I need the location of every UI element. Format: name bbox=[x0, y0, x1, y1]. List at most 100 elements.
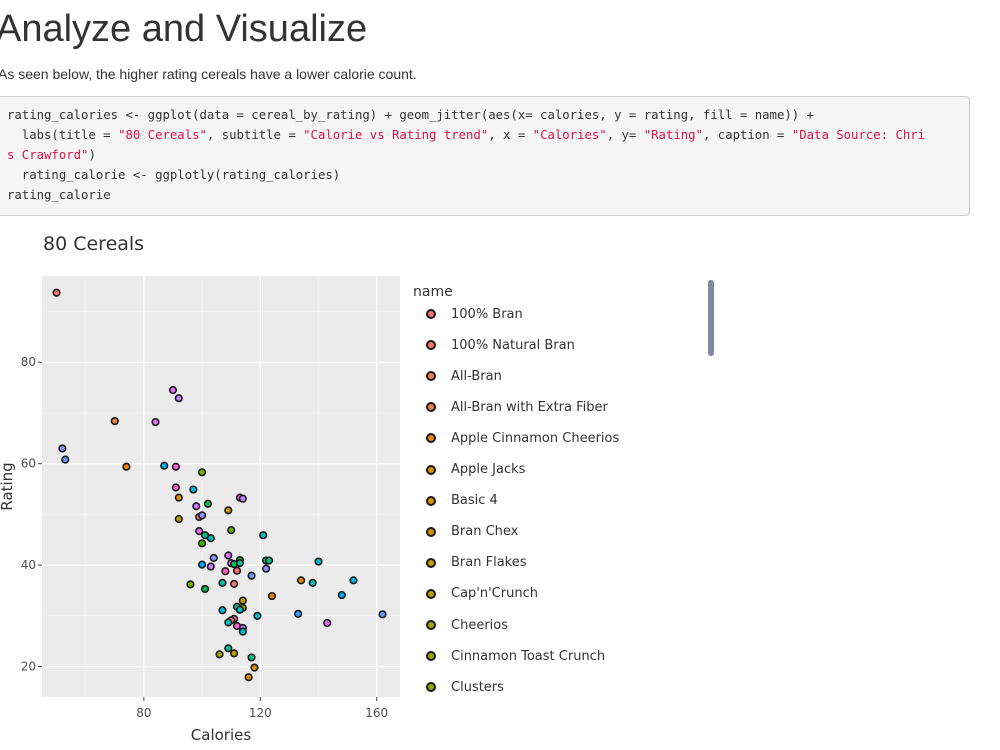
legend-label: Bran Chex bbox=[451, 524, 519, 540]
y-tick-label: 60 bbox=[21, 457, 36, 471]
legend-item[interactable]: Clusters bbox=[426, 677, 504, 697]
scatter-point bbox=[151, 417, 160, 427]
code-string: "Calories" bbox=[532, 128, 607, 142]
scatter-point bbox=[171, 462, 180, 471]
code-token: , x = bbox=[488, 128, 533, 142]
legend-item[interactable]: Basic 4 bbox=[426, 491, 498, 511]
scatter-point bbox=[244, 673, 253, 682]
scatter-point bbox=[197, 539, 207, 548]
scatter-point bbox=[174, 394, 183, 403]
legend-item[interactable]: All-Bran bbox=[426, 366, 502, 386]
code-token: , caption = bbox=[702, 128, 792, 142]
scatter-point bbox=[349, 576, 358, 585]
scatter-point bbox=[215, 650, 224, 659]
code-string: "Rating" bbox=[643, 128, 703, 142]
scatter-point bbox=[200, 584, 210, 594]
scatter-point bbox=[238, 494, 247, 503]
legend-label: Apple Jacks bbox=[451, 462, 526, 477]
code-token: ) bbox=[88, 148, 96, 162]
legend-item[interactable]: Bran Flakes bbox=[426, 553, 527, 573]
scatter-point bbox=[203, 499, 213, 508]
scatter-point bbox=[174, 493, 183, 502]
x-tick-label: 160 bbox=[365, 706, 388, 720]
legend-marker bbox=[426, 620, 436, 630]
scatter-point bbox=[61, 455, 70, 464]
legend-title: name bbox=[413, 284, 453, 300]
legend-marker bbox=[426, 309, 436, 319]
scatter-point bbox=[229, 649, 239, 658]
code-line-1: rating_calories <- ggplot(data = cereal_… bbox=[7, 108, 814, 122]
code-line-4: rating_calorie <- ggplotly(rating_calori… bbox=[7, 168, 341, 182]
code-token: , y= bbox=[606, 128, 644, 142]
legend-item[interactable]: Cap'n'Crunch bbox=[426, 584, 538, 604]
code-token: labs(title = bbox=[7, 128, 119, 142]
scatter-point bbox=[209, 553, 218, 563]
code-line-5: rating_calorie bbox=[7, 188, 111, 202]
legend-marker bbox=[426, 402, 436, 413]
legend-label: Cheerios bbox=[451, 617, 508, 633]
scatter-point bbox=[323, 618, 332, 628]
scatter-point bbox=[224, 506, 233, 515]
scatter-point bbox=[264, 556, 274, 565]
scatter-point bbox=[197, 560, 207, 569]
page-description: As seen below, the higher rating cereals… bbox=[0, 66, 417, 82]
legend-label: All-Bran with Extra Fiber bbox=[451, 399, 608, 415]
legend-marker bbox=[426, 433, 436, 444]
y-axis-label: Rating bbox=[0, 462, 16, 510]
scatter-point bbox=[238, 627, 247, 636]
scatter-point bbox=[227, 526, 236, 535]
code-string: "Data Source: Chri bbox=[791, 128, 926, 142]
legend-label: Apple Cinnamon Cheerios bbox=[451, 430, 620, 446]
legend-label: Bran Flakes bbox=[451, 555, 527, 571]
legend-label: Cinnamon Toast Crunch bbox=[451, 648, 606, 664]
scatter-point bbox=[171, 483, 180, 492]
code-line-2: labs(title = "80 Cereals", subtitle = "C… bbox=[7, 125, 969, 145]
legend-label: 100% Bran bbox=[451, 306, 523, 322]
x-axis-label: Calories bbox=[191, 726, 252, 744]
scatter-point bbox=[253, 611, 262, 620]
scatter-point bbox=[218, 606, 227, 615]
scatter-point bbox=[247, 653, 256, 662]
scatter-point bbox=[232, 566, 242, 575]
legend-item[interactable]: Cheerios bbox=[426, 615, 508, 635]
legend[interactable]: name 100% Bran 100% Natural Bran All-Bran A… bbox=[400, 280, 700, 700]
scatter-point bbox=[168, 386, 178, 395]
legend-item[interactable]: Apple Cinnamon Cheerios bbox=[426, 428, 619, 448]
scatter-point bbox=[314, 557, 323, 566]
y-tick-label: 40 bbox=[21, 558, 36, 572]
legend-label: Basic 4 bbox=[451, 493, 498, 509]
legend-item[interactable]: All-Bran with Extra Fiber bbox=[426, 397, 608, 417]
scatter-point bbox=[218, 578, 227, 587]
legend-item[interactable]: 100% Bran bbox=[426, 304, 523, 324]
scatter-point bbox=[238, 596, 247, 605]
legend-label: Cap'n'Crunch bbox=[451, 586, 538, 602]
scatter-point bbox=[296, 576, 306, 585]
scatter-point bbox=[221, 567, 230, 576]
legend-item[interactable]: Cinnamon Toast Crunch bbox=[426, 646, 605, 666]
legend-item[interactable]: Apple Jacks bbox=[426, 460, 525, 480]
chart-title: 80 Cereals bbox=[43, 233, 145, 255]
plot-panel bbox=[42, 276, 400, 697]
scatter-point bbox=[224, 644, 233, 653]
code-block: rating_calories <- ggplot(data = cereal_… bbox=[0, 96, 970, 216]
legend-marker bbox=[426, 588, 436, 599]
scatter-point bbox=[160, 461, 169, 470]
scatter-point bbox=[206, 562, 215, 571]
scatter-point bbox=[259, 531, 268, 540]
legend-marker bbox=[426, 682, 436, 693]
scatter-point bbox=[197, 511, 207, 520]
scatter-point bbox=[122, 462, 131, 471]
legend-item[interactable]: Bran Chex bbox=[426, 522, 518, 542]
scatter-point bbox=[192, 502, 201, 511]
legend-label: 100% Natural Bran bbox=[451, 337, 575, 353]
legend-scrollbar[interactable] bbox=[708, 280, 714, 356]
legend-item[interactable]: 100% Natural Bran bbox=[426, 335, 575, 355]
scatter-point bbox=[294, 609, 303, 618]
legend-marker bbox=[426, 464, 436, 475]
scatter-point bbox=[195, 527, 204, 536]
scatter-point bbox=[250, 663, 259, 672]
y-tick-label: 20 bbox=[21, 660, 36, 674]
code-line-3: s Crawford") bbox=[7, 145, 969, 165]
code-string: s Crawford" bbox=[7, 148, 89, 162]
